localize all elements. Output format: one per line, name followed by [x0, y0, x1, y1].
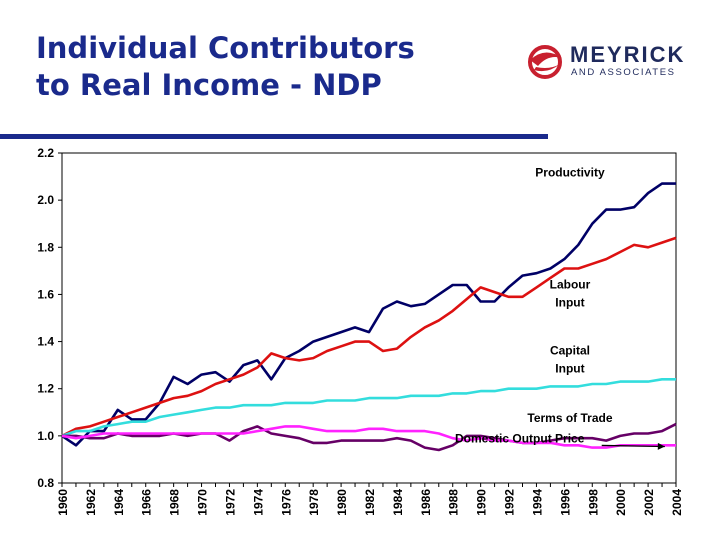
x-tick-label: 1980 — [335, 489, 349, 516]
logo-subtitle: AND ASSOCIATES — [571, 67, 676, 78]
x-tick-label: 1968 — [168, 489, 182, 516]
series-label-labour-input: Labour Input — [550, 278, 591, 310]
chart-series — [61, 182, 677, 452]
series-line-capital-input — [61, 378, 676, 438]
x-tick-label: 1996 — [558, 489, 572, 516]
y-tick-label: 1.8 — [37, 240, 54, 254]
x-tick-label: 2002 — [642, 489, 656, 516]
slide-title-line-1: Individual Contributors — [36, 31, 415, 65]
x-tick-label: 1978 — [307, 489, 321, 516]
x-tick-label: 1982 — [363, 489, 377, 516]
annotation-arrow-line — [601, 444, 665, 448]
series-line-labour-input — [61, 236, 677, 438]
y-tick-label: 0.8 — [37, 476, 54, 490]
slide-title: Individual Contributors to Real Income -… — [36, 30, 415, 104]
x-tick-label: 1976 — [279, 489, 293, 516]
series-label-productivity: Productivity — [535, 166, 605, 180]
logo-name: MEYRICK — [570, 42, 686, 67]
x-tick-label: 1988 — [447, 489, 461, 516]
y-tick-label: 1.6 — [37, 287, 54, 301]
y-tick-label: 2.2 — [37, 146, 54, 160]
title-rule — [0, 134, 548, 139]
company-logo: MEYRICK AND ASSOCIATES — [526, 40, 706, 88]
y-tick-label: 1.4 — [37, 335, 54, 349]
x-tick-label: 1974 — [251, 489, 265, 516]
line-chart: 0.8 1.0 1.2 1.4 1.6 1.8 2.0 2.2 1960 1962 1964 1966… — [37, 146, 684, 516]
x-tick-label: 1972 — [223, 489, 237, 516]
slide-title-line-2: to Real Income - NDP — [36, 68, 382, 102]
x-tick-label: 1962 — [84, 489, 98, 516]
series-label-domestic-output-price: Domestic Output Price — [455, 431, 585, 445]
x-tick-label: 2000 — [614, 489, 628, 516]
x-tick-label: 1986 — [419, 489, 433, 516]
series-label-capital-input: Capital Input — [550, 343, 590, 375]
x-tick-label: 1964 — [112, 489, 126, 516]
x-tick-label: 1990 — [475, 489, 489, 516]
x-tick-label: 1970 — [196, 489, 210, 516]
annotation-arrow-head — [657, 442, 665, 450]
y-tick-label: 1.2 — [37, 382, 54, 396]
x-tick-label: 1984 — [391, 489, 405, 516]
series-label-terms-of-trade: Terms of Trade — [527, 411, 612, 425]
series-line-terms-of-trade — [62, 422, 677, 452]
y-tick-label: 2.0 — [37, 193, 54, 207]
x-tick-label: 2004 — [670, 489, 684, 516]
series-line-domestic-output-price — [61, 425, 676, 449]
globe-swoosh-icon — [528, 45, 562, 79]
y-tick-label: 1.0 — [37, 429, 54, 443]
x-tick-label: 1966 — [140, 489, 154, 516]
x-tick-label: 1960 — [56, 489, 70, 516]
x-tick-label: 1994 — [530, 489, 544, 516]
x-tick-label: 1992 — [503, 489, 517, 516]
chart-axes: 0.8 1.0 1.2 1.4 1.6 1.8 2.0 2.2 1960 1962 1964 1966… — [37, 146, 684, 516]
x-tick-label: 1998 — [586, 489, 600, 516]
chart-annotations: Productivity Labour Input Capital Input Terms… — [455, 166, 665, 450]
series-line-productivity — [61, 182, 676, 447]
